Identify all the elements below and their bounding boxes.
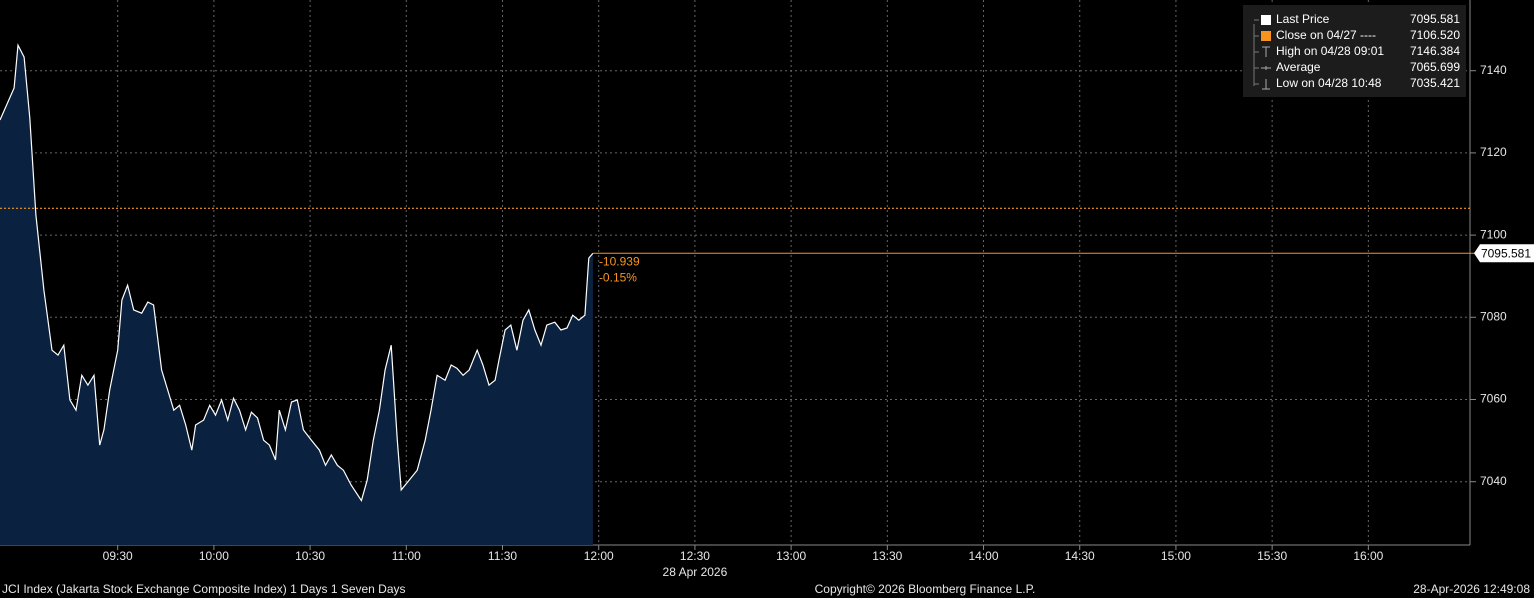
legend-label: Average: [1276, 60, 1321, 74]
footer-left: JCI Index (Jakarta Stock Exchange Compos…: [2, 582, 406, 596]
x-tick-label: 12:00: [584, 549, 614, 563]
legend-label: Last Price: [1276, 12, 1330, 26]
y-tick-label: 7140: [1480, 63, 1507, 77]
legend-icon: [1261, 31, 1271, 41]
legend-icon: [1262, 46, 1270, 57]
footer-center: Copyright© 2026 Bloomberg Finance L.P.: [815, 582, 1036, 596]
x-sublabel: 28 Apr 2026: [663, 565, 728, 579]
legend-value: 7146.384: [1410, 44, 1460, 58]
legend-label: Close on 04/27 ----: [1276, 28, 1376, 42]
x-tick-label: 13:00: [776, 549, 806, 563]
last-price-tag-label: 7095.581: [1481, 246, 1531, 260]
legend-icon: [1262, 79, 1270, 90]
y-tick-label: 7120: [1480, 145, 1507, 159]
area: [0, 45, 593, 545]
legend-value: 7106.520: [1410, 28, 1460, 42]
legend-value: 7065.699: [1410, 60, 1460, 74]
line: [0, 43, 594, 503]
x-tick-label: 09:30: [103, 549, 133, 563]
y-tick-label: 7100: [1480, 227, 1507, 241]
x-tick-label: 16:00: [1353, 549, 1383, 563]
x-tick-label: 11:30: [488, 549, 517, 563]
x-tick-label: 14:00: [969, 549, 999, 563]
x-tick-label: 15:00: [1161, 549, 1191, 563]
x-tick-label: 10:00: [199, 549, 229, 563]
x-tick-label: 12:30: [680, 549, 710, 563]
legend-value: 7095.581: [1410, 12, 1460, 26]
y-tick-label: 7060: [1480, 392, 1507, 406]
x-tick-label: 11:00: [392, 549, 421, 563]
x-tick-label: 14:30: [1065, 549, 1095, 563]
change-pct-label: -0.15%: [599, 270, 637, 284]
change-label: -10.939: [599, 254, 640, 268]
y-tick-label: 7040: [1480, 474, 1507, 488]
legend-value: 7035.421: [1410, 76, 1460, 90]
legend-icon: [1261, 15, 1271, 25]
legend-box: [1243, 5, 1466, 97]
legend-icon: [1261, 66, 1271, 70]
last-price-tag: [1474, 244, 1534, 263]
legend-label: High on 04/28 09:01: [1276, 44, 1384, 58]
x-tick-label: 15:30: [1257, 549, 1287, 563]
x-tick-label: 10:30: [295, 549, 325, 563]
legend-label: Low on 04/28 10:48: [1276, 76, 1382, 90]
y-tick-label: 7080: [1480, 309, 1507, 323]
x-tick-label: 13:30: [872, 549, 902, 563]
footer-right: 28-Apr-2026 12:49:08: [1413, 582, 1530, 596]
